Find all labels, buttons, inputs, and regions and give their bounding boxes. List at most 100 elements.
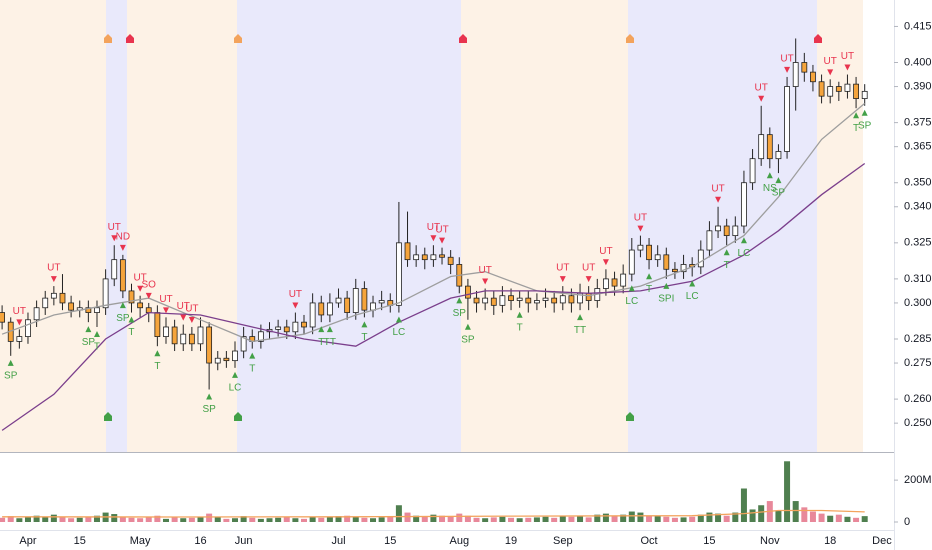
volume-tick-label: 0 bbox=[904, 516, 910, 528]
candle-body bbox=[102, 278, 109, 309]
volume-bar bbox=[154, 515, 161, 522]
x-tick-label: Aug bbox=[449, 535, 469, 547]
candle-body bbox=[499, 295, 506, 306]
volume-bar bbox=[378, 517, 385, 522]
candle-body bbox=[413, 254, 420, 261]
volume-bar bbox=[85, 517, 92, 522]
signal-label: SP bbox=[202, 404, 216, 415]
volume-bar bbox=[792, 501, 799, 522]
candle-body bbox=[827, 86, 834, 97]
volume-bar bbox=[542, 516, 549, 522]
volume-bar bbox=[740, 488, 747, 522]
candle-body bbox=[232, 350, 238, 362]
volume-bar bbox=[533, 517, 540, 522]
signal-label: T bbox=[128, 327, 134, 338]
volume-bar bbox=[516, 518, 523, 522]
x-tick-label: 18 bbox=[824, 535, 836, 547]
candle-body bbox=[283, 326, 290, 333]
signal-label: LC bbox=[738, 248, 751, 259]
signal-label: LC bbox=[392, 327, 405, 338]
volume-bar bbox=[818, 513, 825, 522]
candle-body bbox=[473, 297, 480, 304]
signal-arrow bbox=[145, 292, 152, 299]
signal-arrow bbox=[637, 225, 644, 232]
signal-label: T bbox=[724, 260, 730, 271]
signal-label: UT bbox=[435, 224, 448, 235]
volume-bar bbox=[559, 515, 566, 522]
candle-body bbox=[706, 230, 713, 251]
volume-bar bbox=[585, 517, 592, 522]
signal-label: UT bbox=[427, 222, 440, 233]
volume-bar bbox=[395, 505, 402, 522]
candle-body bbox=[465, 285, 471, 299]
volume-bar bbox=[620, 514, 627, 522]
volume-bar bbox=[171, 516, 178, 522]
candle-body bbox=[318, 302, 325, 316]
marker bbox=[234, 34, 242, 43]
volume-bar bbox=[352, 516, 359, 522]
signal-arrow bbox=[758, 95, 765, 102]
candle-body bbox=[292, 321, 299, 333]
candle-body bbox=[490, 297, 497, 306]
signal-arrow bbox=[740, 237, 747, 244]
signal-arrow bbox=[162, 307, 169, 314]
y-tick-label: 0.250 bbox=[904, 417, 932, 429]
signal-label: UT bbox=[108, 222, 121, 233]
candle-body bbox=[309, 302, 316, 328]
signal-label: UT bbox=[711, 183, 724, 194]
y-tick-label: 0.275 bbox=[904, 357, 932, 369]
candle-body bbox=[801, 62, 808, 73]
signal-arrow bbox=[464, 323, 471, 330]
signal-arrow bbox=[663, 282, 670, 289]
candle-body bbox=[301, 321, 307, 328]
signal-arrow bbox=[292, 302, 299, 309]
marker bbox=[626, 412, 634, 421]
volume-bar bbox=[801, 507, 808, 522]
candle-body bbox=[128, 290, 135, 304]
volume-bar bbox=[42, 517, 49, 522]
signal-arrow bbox=[853, 112, 860, 119]
volume-bar bbox=[240, 516, 247, 522]
y-tick-label: 0.325 bbox=[904, 237, 932, 249]
candle-body bbox=[33, 307, 40, 321]
x-tick-label: 15 bbox=[74, 535, 86, 547]
x-tick-label: Jun bbox=[235, 535, 253, 547]
candle-body bbox=[59, 292, 66, 304]
candle-body bbox=[206, 326, 213, 364]
signal-arrow bbox=[715, 196, 722, 203]
candle-body bbox=[85, 307, 92, 313]
signal-arrow bbox=[439, 237, 446, 244]
y-tick-label: 0.415 bbox=[904, 20, 932, 32]
candle-body bbox=[784, 86, 790, 152]
volume-bar bbox=[59, 516, 66, 522]
candle-body bbox=[145, 307, 152, 313]
candle-body bbox=[663, 254, 670, 270]
volume-bar bbox=[111, 514, 118, 522]
candle-body bbox=[275, 326, 282, 330]
candle-body bbox=[326, 302, 333, 316]
candle-body bbox=[240, 336, 247, 352]
volume-bar bbox=[33, 515, 40, 522]
volume-bar bbox=[853, 517, 860, 522]
signal-label: SO bbox=[142, 280, 157, 291]
volume-bar bbox=[835, 514, 842, 522]
signal-arrow bbox=[361, 321, 368, 328]
volume-bar bbox=[68, 518, 75, 522]
volume-bar bbox=[0, 517, 6, 522]
signal-arrow bbox=[119, 302, 126, 309]
volume-bar bbox=[206, 513, 213, 522]
band bbox=[237, 0, 461, 452]
candle-body bbox=[335, 297, 342, 304]
signal-label: UT bbox=[582, 263, 595, 274]
signal-arrow bbox=[137, 285, 144, 292]
candle-body bbox=[585, 292, 592, 301]
signal-arrow bbox=[206, 393, 213, 400]
volume-bar bbox=[689, 516, 696, 522]
signal-label: UT bbox=[824, 56, 837, 67]
candle-body bbox=[853, 83, 859, 99]
volume-bar bbox=[577, 516, 584, 522]
volume-bar bbox=[611, 515, 618, 522]
volume-bar bbox=[482, 518, 489, 522]
candle-body bbox=[775, 151, 782, 160]
candle-body bbox=[835, 86, 842, 92]
